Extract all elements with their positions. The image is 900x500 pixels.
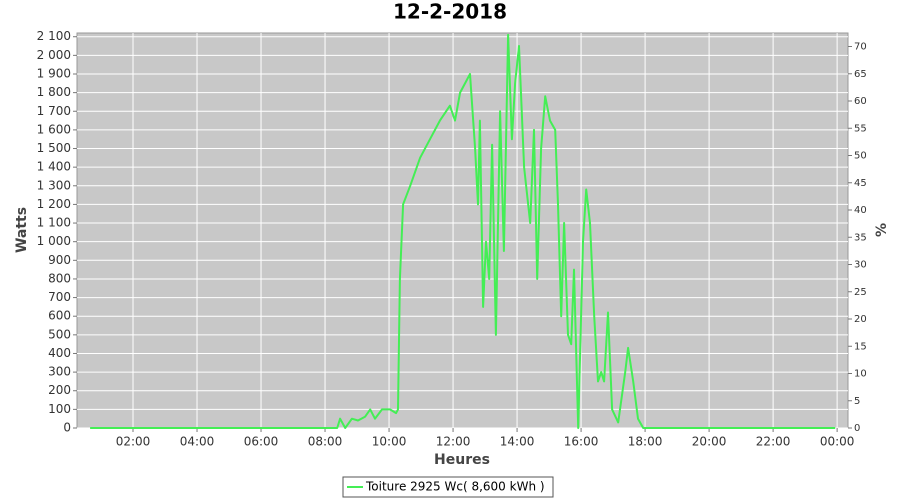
y2-tick-label: 30 — [854, 260, 867, 271]
y2-tick-label: 20 — [854, 314, 867, 325]
x-tick-label: 16:00 — [564, 435, 599, 449]
y-tick-label: 1 100 — [37, 216, 71, 230]
y-axis-title: Watts — [14, 207, 30, 253]
y-tick-label: 500 — [48, 327, 71, 341]
y-tick-label: 1 400 — [37, 160, 71, 174]
y-tick-label: 1 500 — [37, 141, 71, 155]
y-tick-label: 200 — [48, 383, 71, 397]
y2-tick-label: 55 — [854, 123, 867, 134]
y-tick-label: 1 200 — [37, 197, 71, 211]
y-tick-label: 1 900 — [37, 66, 71, 80]
y-tick-label: 300 — [48, 365, 71, 379]
y2-tick-label: 0 — [854, 423, 860, 434]
x-tick-label: 12:00 — [436, 435, 471, 449]
y2-tick-label: 50 — [854, 151, 867, 162]
y-tick-label: 100 — [48, 402, 71, 416]
y-tick-label: 2 100 — [37, 29, 71, 43]
x-tick-label: 06:00 — [244, 435, 279, 449]
y-tick-label: 900 — [48, 253, 71, 267]
y-tick-label: 1 800 — [37, 85, 71, 99]
y2-tick-label: 10 — [854, 369, 867, 380]
x-tick-label: 02:00 — [116, 435, 151, 449]
chart-title: 12-2-2018 — [393, 0, 507, 24]
y2-axis-title: % — [874, 223, 890, 237]
x-tick-label: 14:00 — [500, 435, 535, 449]
y-tick-label: 1 700 — [37, 104, 71, 118]
y2-tick-label: 45 — [854, 178, 867, 189]
y2-tick-label: 70 — [854, 42, 867, 53]
series-line — [90, 33, 836, 429]
x-tick-label: 00:00 — [820, 435, 855, 449]
x-tick-label: 10:00 — [372, 435, 407, 449]
x-axis-title: Heures — [434, 452, 490, 468]
y-tick-label: 600 — [48, 309, 71, 323]
y2-tick-label: 5 — [854, 396, 860, 407]
y-tick-label: 400 — [48, 346, 71, 360]
y2-tick-label: 60 — [854, 96, 867, 107]
y2-tick-label: 35 — [854, 232, 867, 243]
legend-label: Toiture 2925 Wc( 8,600 kWh ) — [365, 480, 545, 494]
y-tick-label: 1 300 — [37, 178, 71, 192]
y2-tick-label: 15 — [854, 341, 867, 352]
y-tick-label: 2 000 — [37, 48, 71, 62]
y-tick-label: 0 — [63, 421, 71, 435]
legend-box — [342, 476, 554, 498]
x-tick-label: 18:00 — [628, 435, 663, 449]
y2-tick-label: 40 — [854, 205, 867, 216]
x-tick-label: 20:00 — [692, 435, 727, 449]
x-tick-label: 04:00 — [180, 435, 215, 449]
y-tick-label: 1 000 — [37, 234, 71, 248]
y2-tick-label: 65 — [854, 69, 867, 80]
x-tick-label: 22:00 — [756, 435, 791, 449]
y-tick-label: 800 — [48, 271, 71, 285]
y-tick-label: 1 600 — [37, 122, 71, 136]
y-tick-label: 700 — [48, 290, 71, 304]
x-tick-label: 08:00 — [308, 435, 343, 449]
plot-area — [76, 32, 849, 429]
y2-tick-label: 25 — [854, 287, 867, 298]
legend — [342, 476, 554, 498]
